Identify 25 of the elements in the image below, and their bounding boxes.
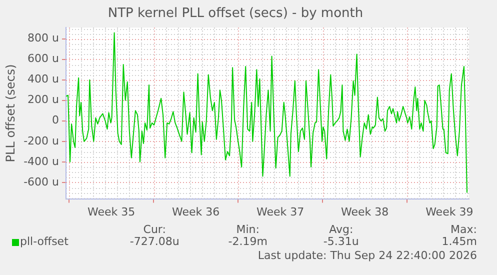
- text: -5.31u: [322, 235, 360, 248]
- x-tick-label: Week 35: [87, 205, 136, 218]
- text: 1.45m: [440, 235, 477, 248]
- text: Last update: Thu Sep 24 22:40:00 2026: [256, 248, 478, 262]
- y-axis-title: PLL offset (secs): [3, 64, 18, 162]
- text: -727.08u: [128, 235, 180, 248]
- chart-title: NTP kernel PLL offset (secs) - by month: [108, 6, 364, 22]
- y-tick-label: -200 u: [24, 134, 59, 148]
- y-tick-label: 400 u: [28, 72, 59, 86]
- y-tick-label: 600 u: [28, 52, 59, 66]
- text: Avg:: [328, 223, 354, 236]
- x-tick-label: Week 39: [426, 205, 474, 218]
- y-tick-label: 800 u: [28, 32, 59, 45]
- y-tick-label: -600 u: [24, 175, 59, 188]
- x-tick-label: Week 37: [256, 205, 304, 218]
- y-tick-label: 200 u: [28, 93, 59, 106]
- text: Min:: [235, 223, 260, 236]
- x-tick-label: Week 38: [341, 205, 389, 218]
- y-tick-label: -400 u: [24, 154, 59, 168]
- text: Cur:: [142, 223, 167, 236]
- legend-label: pll-offset: [20, 235, 68, 248]
- y-tick-label: 0: [52, 114, 59, 127]
- text: -2.19m: [227, 235, 268, 248]
- x-tick-label: Week 36: [172, 205, 220, 218]
- text: Max:: [450, 223, 477, 236]
